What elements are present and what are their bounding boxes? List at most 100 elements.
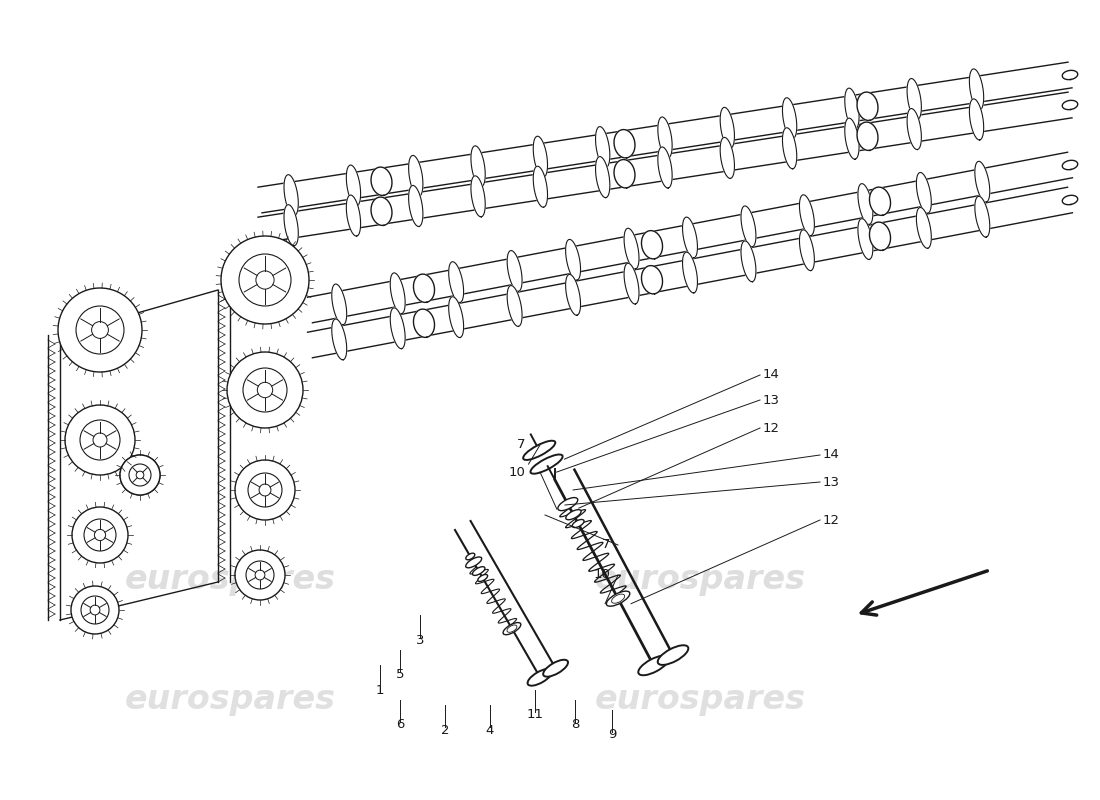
- Polygon shape: [390, 308, 405, 349]
- Polygon shape: [858, 183, 873, 225]
- Circle shape: [65, 405, 135, 475]
- Circle shape: [221, 236, 309, 324]
- Polygon shape: [565, 274, 581, 315]
- Polygon shape: [332, 319, 346, 360]
- Polygon shape: [908, 109, 922, 150]
- Polygon shape: [682, 217, 697, 258]
- Circle shape: [235, 460, 295, 520]
- Ellipse shape: [606, 591, 630, 606]
- Text: 7: 7: [602, 538, 610, 551]
- Circle shape: [58, 288, 142, 372]
- Polygon shape: [641, 230, 662, 259]
- Text: 3: 3: [416, 634, 425, 646]
- Circle shape: [95, 530, 106, 541]
- Circle shape: [91, 322, 109, 338]
- Text: 4: 4: [486, 723, 494, 737]
- Polygon shape: [782, 128, 796, 169]
- Polygon shape: [471, 146, 485, 187]
- Polygon shape: [449, 262, 463, 302]
- Polygon shape: [346, 195, 361, 236]
- Ellipse shape: [477, 574, 487, 582]
- Polygon shape: [969, 69, 983, 110]
- Polygon shape: [857, 92, 878, 120]
- Polygon shape: [414, 309, 435, 338]
- Polygon shape: [869, 187, 891, 215]
- Polygon shape: [408, 155, 422, 197]
- Polygon shape: [845, 88, 859, 130]
- Circle shape: [260, 484, 271, 496]
- Text: 1: 1: [376, 683, 384, 697]
- Polygon shape: [614, 130, 635, 158]
- Text: 2: 2: [441, 723, 449, 737]
- Circle shape: [81, 596, 109, 624]
- Polygon shape: [782, 98, 796, 139]
- Polygon shape: [284, 174, 298, 216]
- Polygon shape: [908, 78, 922, 119]
- Circle shape: [84, 519, 116, 551]
- Text: eurospares: eurospares: [124, 563, 336, 597]
- Text: 12: 12: [823, 514, 840, 526]
- Text: eurospares: eurospares: [594, 683, 805, 717]
- Circle shape: [72, 586, 119, 634]
- Polygon shape: [641, 266, 662, 294]
- Polygon shape: [800, 194, 814, 236]
- Polygon shape: [858, 218, 873, 259]
- Polygon shape: [1063, 160, 1078, 170]
- Text: 9: 9: [608, 729, 616, 742]
- Polygon shape: [284, 205, 298, 246]
- Polygon shape: [845, 118, 859, 159]
- Text: 14: 14: [763, 369, 780, 382]
- Circle shape: [246, 561, 274, 589]
- Circle shape: [72, 507, 128, 563]
- Polygon shape: [371, 197, 392, 226]
- Circle shape: [120, 455, 160, 495]
- Circle shape: [243, 368, 287, 412]
- Text: 12: 12: [763, 422, 780, 434]
- Polygon shape: [471, 176, 485, 217]
- Circle shape: [227, 352, 302, 428]
- Text: eurospares: eurospares: [594, 563, 805, 597]
- Polygon shape: [800, 230, 814, 270]
- Polygon shape: [720, 138, 735, 178]
- Polygon shape: [595, 157, 609, 198]
- Polygon shape: [857, 122, 878, 150]
- Text: 10: 10: [593, 569, 611, 582]
- Circle shape: [239, 254, 292, 306]
- Polygon shape: [332, 284, 346, 325]
- Polygon shape: [1063, 70, 1078, 80]
- Polygon shape: [624, 263, 639, 304]
- Text: 13: 13: [823, 475, 840, 489]
- Circle shape: [255, 570, 265, 580]
- Ellipse shape: [530, 454, 562, 474]
- Circle shape: [80, 420, 120, 460]
- Polygon shape: [449, 297, 463, 338]
- Polygon shape: [916, 207, 932, 248]
- Text: 14: 14: [823, 449, 840, 462]
- Ellipse shape: [528, 669, 552, 686]
- Ellipse shape: [638, 655, 669, 675]
- Ellipse shape: [558, 498, 578, 510]
- Polygon shape: [507, 286, 522, 326]
- Ellipse shape: [543, 660, 568, 677]
- Text: 6: 6: [396, 718, 404, 731]
- Polygon shape: [741, 206, 756, 246]
- Polygon shape: [414, 274, 435, 302]
- Polygon shape: [916, 173, 932, 214]
- Polygon shape: [534, 136, 548, 178]
- Text: 13: 13: [763, 394, 780, 406]
- Text: 5: 5: [396, 669, 405, 682]
- Ellipse shape: [465, 557, 482, 568]
- Polygon shape: [507, 250, 522, 291]
- Ellipse shape: [565, 510, 581, 520]
- Ellipse shape: [572, 519, 584, 527]
- Circle shape: [256, 271, 274, 289]
- Ellipse shape: [507, 625, 517, 632]
- Text: eurospares: eurospares: [124, 683, 336, 717]
- Circle shape: [235, 550, 285, 600]
- Polygon shape: [346, 165, 361, 206]
- Polygon shape: [1063, 195, 1078, 205]
- Circle shape: [248, 473, 282, 507]
- Circle shape: [90, 605, 100, 615]
- Circle shape: [120, 455, 160, 495]
- Polygon shape: [720, 107, 735, 149]
